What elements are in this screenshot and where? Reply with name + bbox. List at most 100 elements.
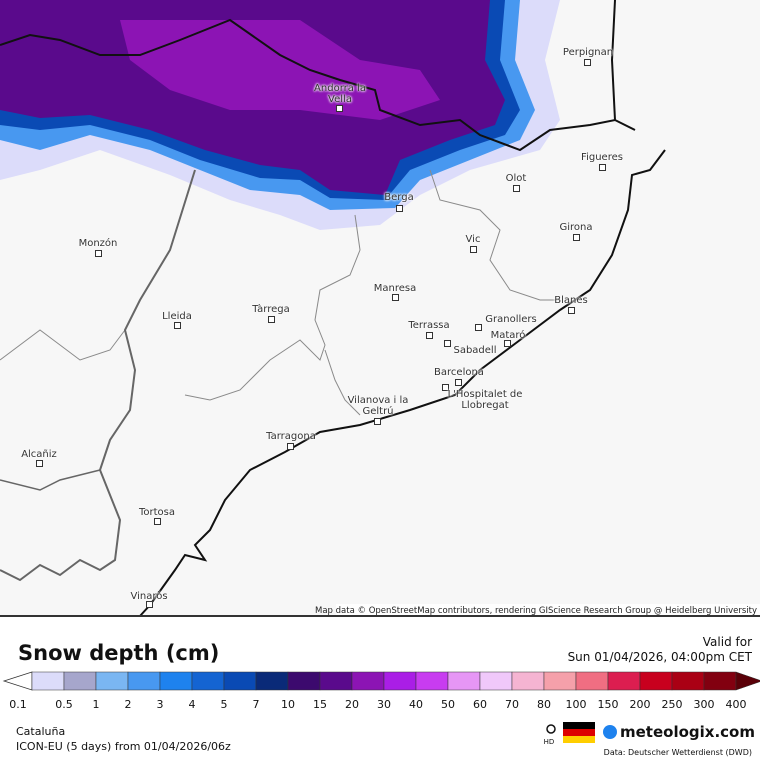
- city-label: Alcañiz: [21, 449, 57, 460]
- legend-tick-label: 30: [377, 698, 391, 711]
- city-label: Sabadell: [453, 345, 497, 356]
- legend-tick-label: 3: [157, 698, 164, 711]
- city-label: Manresa: [373, 283, 417, 294]
- legend-swatch: [63, 671, 97, 691]
- brand-icon: [603, 725, 617, 739]
- legend-swatch: [383, 671, 417, 691]
- legend-tick-label: 250: [662, 698, 683, 711]
- city-marker: [599, 164, 606, 171]
- city-label: Terrassa: [408, 320, 450, 331]
- legend-swatch: [127, 671, 161, 691]
- legend-tick-label: 60: [473, 698, 487, 711]
- city-label: Olot: [505, 173, 527, 184]
- region: Cataluña: [16, 725, 65, 738]
- legend-tick-label: 80: [537, 698, 551, 711]
- legend-swatch: [479, 671, 513, 691]
- legend-tick-label: 5: [221, 698, 228, 711]
- search-icon: [546, 724, 556, 734]
- legend-swatch: [351, 671, 385, 691]
- legend-tick-label: 10: [281, 698, 295, 711]
- coastline: [139, 149, 666, 617]
- region-border: [0, 469, 101, 491]
- source: Data: Deutscher Wetterdienst (DWD): [604, 748, 752, 757]
- city-marker: [475, 324, 482, 331]
- legend-swatch: [575, 671, 609, 691]
- legend-swatch: [159, 671, 193, 691]
- attribution: Map data © OpenStreetMap contributors, r…: [315, 606, 757, 616]
- city-marker: [374, 418, 381, 425]
- city-marker: [513, 185, 520, 192]
- city-label: Monzón: [78, 238, 118, 249]
- legend-swatch: [703, 671, 737, 691]
- legend-swatch: [415, 671, 449, 691]
- legend-tick-label: 1: [93, 698, 100, 711]
- legend-under-arrow: [2, 671, 33, 691]
- hd-label: HD: [544, 738, 555, 746]
- city-label: Perpignan: [562, 47, 614, 58]
- city-marker: [573, 234, 580, 241]
- city-label: Vinaròs: [130, 591, 168, 602]
- city-marker: [442, 384, 449, 391]
- legend-tick-label: 50: [441, 698, 455, 711]
- city-label: L'Hospitalet de Llobregat: [447, 389, 523, 411]
- legend-tick-label: 40: [409, 698, 423, 711]
- city-label: Figueres: [581, 152, 623, 163]
- city-label: Tarragona: [266, 431, 316, 442]
- region-border: [0, 169, 196, 582]
- city-marker: [504, 340, 511, 347]
- city-label: Blanes: [554, 295, 588, 306]
- legend-tick-label: 400: [726, 698, 747, 711]
- legend-swatch: [511, 671, 545, 691]
- legend-tick-label: 200: [630, 698, 651, 711]
- city-label: Vilanova i la Geltrú: [347, 395, 409, 417]
- legend-tick-label: 7: [253, 698, 260, 711]
- legend-swatch: [31, 671, 65, 691]
- legend-swatch: [191, 671, 225, 691]
- legend-over-arrow: [735, 671, 760, 691]
- city-marker: [95, 250, 102, 257]
- legend-swatch: [95, 671, 129, 691]
- city-label: Girona: [559, 222, 593, 233]
- legend-swatch: [447, 671, 481, 691]
- city-marker: [455, 379, 462, 386]
- city-marker: [146, 601, 153, 608]
- legend-tick-label: 4: [189, 698, 196, 711]
- city-marker: [426, 332, 433, 339]
- province-borders: [0, 169, 560, 416]
- model: ICON-EU (5 days) from 01/04/2026/06z: [16, 740, 231, 753]
- city-label: Tortosa: [138, 507, 175, 518]
- city-marker: [268, 316, 275, 323]
- city-label: Mataró: [490, 330, 526, 341]
- attribution-bg: [336, 604, 760, 616]
- snow-area: [120, 20, 440, 120]
- legend-tick-label: 0.5: [55, 698, 73, 711]
- legend-title: Snow depth (cm): [18, 641, 219, 665]
- city-marker: [396, 205, 403, 212]
- valid-label: Valid for: [703, 635, 752, 649]
- legend-tick-label: 2: [125, 698, 132, 711]
- legend: 0.1 0.5 1 2 3 4 5 7 10 15 20 30 40 50 60 70 80 100 150 200 2…: [2, 671, 760, 711]
- legend-swatch: [671, 671, 705, 691]
- legend-swatch: [607, 671, 641, 691]
- valid-time: Sun 01/04/2026, 04:00pm CET: [568, 650, 753, 664]
- city-marker: [36, 460, 43, 467]
- city-marker: [336, 105, 343, 112]
- city-label: Berga: [384, 192, 414, 203]
- city-marker: [287, 443, 294, 450]
- city-marker: [584, 59, 591, 66]
- legend-tick-label: 0.1: [9, 698, 27, 711]
- city-marker: [392, 294, 399, 301]
- city-marker: [568, 307, 575, 314]
- city-marker: [174, 322, 181, 329]
- brand: meteologix.com: [620, 723, 755, 741]
- flag: [563, 729, 595, 736]
- legend-tick-label: 150: [598, 698, 619, 711]
- city-label: Barcelona: [434, 367, 484, 378]
- city-label: Granollers: [485, 314, 537, 325]
- city-marker: [154, 518, 161, 525]
- legend-tick-label: 300: [694, 698, 715, 711]
- legend-swatch: [543, 671, 577, 691]
- legend-tick-label: 15: [313, 698, 327, 711]
